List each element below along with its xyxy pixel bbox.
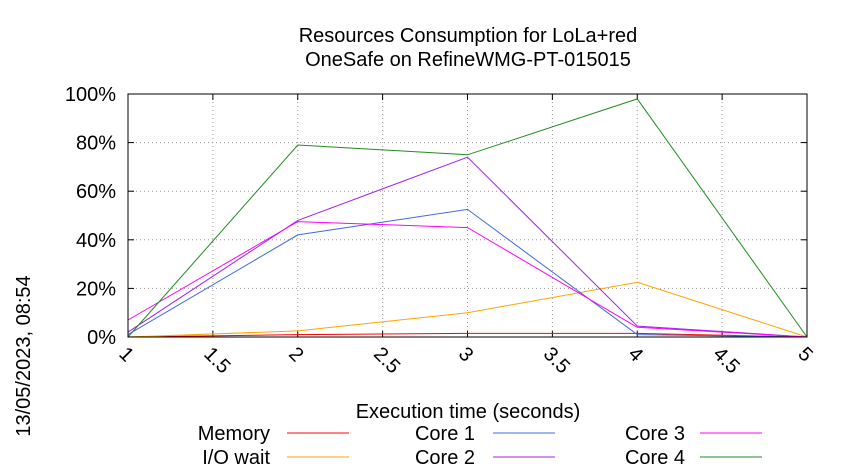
x-axis-label: Execution time (seconds) — [356, 401, 581, 423]
x-tick-label: 4.5 — [709, 343, 744, 378]
series-line-core-1 — [127, 208, 808, 338]
x-tick-label: 3.5 — [539, 343, 574, 378]
x-tick-label: 2.5 — [369, 343, 404, 378]
legend-label: Core 4 — [625, 447, 685, 469]
chart-title: Resources Consumption for LoLa+red — [299, 25, 638, 47]
legend-label: Memory — [198, 423, 270, 445]
y-tick-label: 80% — [76, 133, 116, 155]
grid-lines — [127, 93, 808, 338]
plot-frame — [127, 93, 808, 338]
legend-label: Core 2 — [415, 447, 475, 469]
legend-label: I/O wait — [202, 447, 270, 469]
y-tick-label: 0% — [87, 327, 116, 349]
x-tick-label: 3 — [454, 343, 477, 366]
legend-label: Core 3 — [625, 423, 685, 445]
x-tick-label: 2 — [284, 343, 307, 366]
y-tick-label: 40% — [76, 230, 116, 252]
legend-label: Core 1 — [415, 423, 475, 445]
series-line-core-3 — [127, 221, 808, 338]
series-line-core-4 — [127, 98, 808, 338]
y-axis-ticks: 0% 20% 40% 60% 80% 100% — [65, 84, 807, 349]
series-line-memory — [127, 332, 808, 338]
x-tick-label: 4 — [624, 343, 647, 366]
y-tick-label: 60% — [76, 181, 116, 203]
chart-subtitle: OneSafe on RefineWMG-PT-015015 — [305, 49, 631, 71]
series-lines — [127, 98, 808, 338]
x-tick-label: 1 — [114, 343, 137, 366]
y-tick-label: 20% — [76, 278, 116, 300]
series-line-core-2 — [127, 156, 808, 338]
timestamp-label: 13/05/2023, 08:54 — [13, 275, 35, 436]
x-tick-label: 5 — [793, 343, 816, 366]
y-tick-label: 100% — [65, 84, 116, 106]
x-tick-label: 1.5 — [199, 343, 234, 378]
series-line-i-o-wait — [127, 281, 808, 338]
